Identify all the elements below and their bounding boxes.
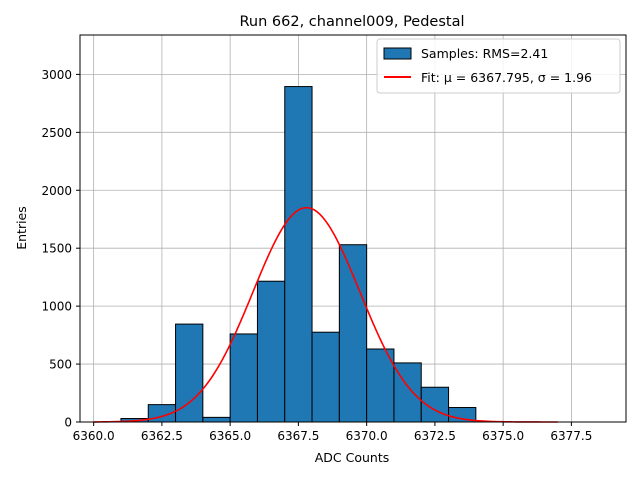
fit-curve (93, 206, 558, 423)
y-tick-label: 500 (49, 358, 72, 372)
histogram-bar (202, 416, 231, 423)
histogram-bar (311, 331, 340, 423)
histogram-bar (284, 86, 313, 423)
chart-title: Run 662, channel009, Pedestal (239, 14, 464, 30)
x-tick-label: 6372.5 (414, 429, 456, 443)
x-axis-ticks: 6360.0 6362.5 6365.0 6367.5 6370.0 6372.5 6375… (73, 422, 592, 443)
legend-label-samples: Samples: RMS=2.41 (421, 46, 548, 61)
fit-curve-layer (93, 206, 558, 423)
y-tick-label: 1500 (41, 242, 72, 256)
histogram-bar (175, 323, 204, 423)
x-tick-label: 6375.0 (482, 429, 524, 443)
y-tick-label: 2000 (41, 184, 72, 198)
legend-label-fit: Fit: μ = 6367.795, σ = 1.96 (421, 70, 592, 85)
x-tick-label: 6377.5 (550, 429, 592, 443)
legend-box (376, 38, 621, 94)
y-axis-label: Entries (14, 206, 29, 250)
x-tick-label: 6360.0 (73, 429, 115, 443)
y-axis-ticks: 0 500 1000 1500 2000 2500 3000 (41, 68, 80, 430)
histogram-bar (229, 333, 258, 423)
x-axis-label: ADC Counts (315, 450, 390, 465)
legend: Samples: RMS=2.41 Fit: μ = 6367.795, σ =… (376, 38, 621, 94)
plot-frame (79, 34, 627, 423)
y-tick-label: 2500 (41, 126, 72, 140)
legend-swatch-samples (383, 47, 412, 60)
x-tick-label: 6362.5 (141, 429, 183, 443)
histogram-bar (338, 244, 368, 423)
y-tick-label: 1000 (41, 300, 72, 314)
grid-lines (80, 35, 626, 423)
x-tick-label: 6367.5 (277, 429, 319, 443)
x-tick-label: 6365.0 (209, 429, 251, 443)
y-tick-label: 3000 (41, 68, 72, 82)
y-tick-label: 0 (64, 416, 72, 430)
histogram-bars (120, 86, 477, 423)
histogram-bar (256, 280, 286, 423)
x-tick-label: 6370.0 (346, 429, 388, 443)
